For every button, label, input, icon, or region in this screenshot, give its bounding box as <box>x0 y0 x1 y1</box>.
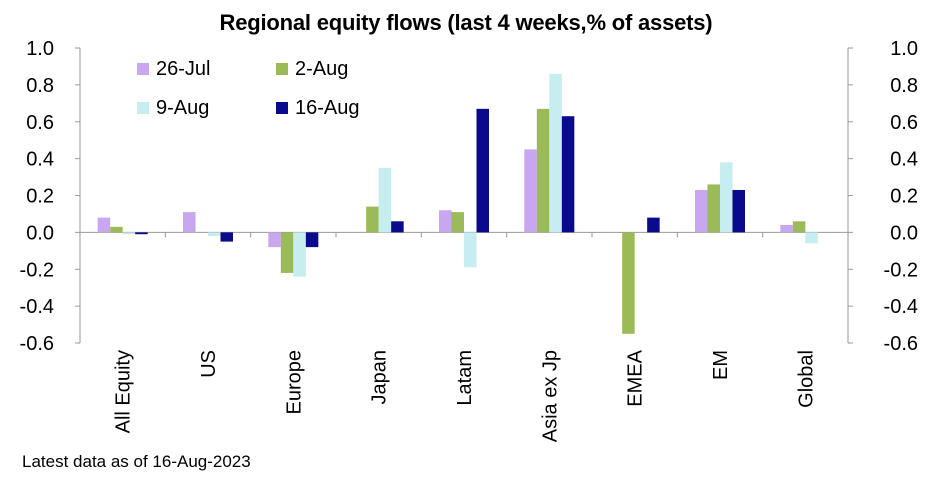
x-tick-label: US <box>198 350 220 378</box>
bar-9-aug <box>208 232 221 237</box>
legend-swatch <box>137 63 149 75</box>
legend-swatch <box>276 102 288 114</box>
left-y-tick-label: -0.4 <box>20 296 54 318</box>
bar-26-jul <box>695 189 708 233</box>
left-y-tick-label: -0.6 <box>20 333 54 355</box>
right-y-tick-label: 0.6 <box>890 112 918 134</box>
left-y-tick-label: 1.0 <box>26 38 54 60</box>
legend: 26-Jul 2-Aug 9-Aug 16-Aug <box>137 58 360 119</box>
x-tick-label: Latam <box>454 350 476 406</box>
right-y-tick-label: -0.6 <box>884 333 918 355</box>
axes: 1.0 1.0 0.8 0.8 0.6 0.6 0.4 0.4 0.2 0.2 0.0 0.0 -0.2… <box>20 38 918 355</box>
bar-26-jul <box>439 210 452 233</box>
bar-16-aug <box>476 108 489 233</box>
legend-label: 26-Jul <box>156 58 210 80</box>
bar-16-aug <box>561 116 575 233</box>
left-y-tick-label: 0.0 <box>26 222 54 244</box>
bar-16-aug <box>135 232 148 235</box>
bar-26-jul <box>524 149 537 233</box>
bar-26-jul <box>268 232 281 248</box>
right-y-tick-label: -0.2 <box>884 259 918 281</box>
bar-9-aug <box>293 232 306 277</box>
bar-2-aug <box>110 226 123 233</box>
bar-26-jul <box>97 217 111 233</box>
bars <box>97 73 818 334</box>
left-y-tick-label: -0.2 <box>20 259 54 281</box>
bar-2-aug <box>792 221 806 233</box>
x-tick-label: All Equity <box>113 350 135 433</box>
legend-label: 16-Aug <box>295 97 360 119</box>
right-y-tick-label: 0.8 <box>890 75 918 97</box>
right-y-tick-label: -0.4 <box>884 296 918 318</box>
bar-26-jul <box>183 212 196 233</box>
legend-swatch <box>276 63 288 75</box>
legend-label: 2-Aug <box>295 58 348 80</box>
bar-9-aug <box>122 232 136 235</box>
x-tick-label: Global <box>795 350 817 408</box>
bar-2-aug <box>707 184 720 233</box>
bar-9-aug <box>378 167 392 233</box>
x-tick-labels: All Equity US Europe Japan Latam Asia ex Jp EM… <box>113 349 818 442</box>
bar-2-aug <box>451 212 464 233</box>
x-tick-label: Europe <box>283 350 305 415</box>
chart-title: Regional equity flows (last 4 weeks,% of… <box>219 10 713 35</box>
bar-2-aug <box>280 232 294 273</box>
footnote: Latest data as of 16-Aug-2023 <box>22 452 251 471</box>
left-y-tick-label: 0.4 <box>26 149 54 171</box>
right-y-tick-label: 0.0 <box>890 222 918 244</box>
bar-16-aug <box>391 221 404 233</box>
right-y-tick-label: 1.0 <box>890 38 918 60</box>
left-y-tick-label: 0.6 <box>26 112 54 134</box>
bar-16-aug <box>732 189 745 233</box>
x-tick-label: Japan <box>369 350 391 405</box>
bar-16-aug <box>305 232 319 248</box>
bar-9-aug <box>549 73 562 233</box>
x-tick-label: EM <box>710 350 732 380</box>
left-y-tick-label: 0.8 <box>26 75 54 97</box>
bar-9-aug <box>464 232 477 268</box>
right-y-tick-label: 0.2 <box>890 186 918 208</box>
bar-9-aug <box>805 232 818 244</box>
bar-2-aug <box>366 206 379 233</box>
bar-16-aug <box>220 232 233 242</box>
bar-9-aug <box>720 162 733 233</box>
legend-swatch <box>137 102 149 114</box>
legend-label: 9-Aug <box>156 97 209 119</box>
bar-16-aug <box>647 217 660 233</box>
right-y-tick-label: 0.4 <box>890 149 918 171</box>
left-y-tick-label: 0.2 <box>26 186 54 208</box>
bar-2-aug <box>536 108 550 233</box>
bar-2-aug <box>622 232 635 334</box>
x-tick-label: EMEA <box>625 349 647 406</box>
x-tick-label: Asia ex Jp <box>539 350 561 442</box>
bar-26-jul <box>780 225 793 233</box>
